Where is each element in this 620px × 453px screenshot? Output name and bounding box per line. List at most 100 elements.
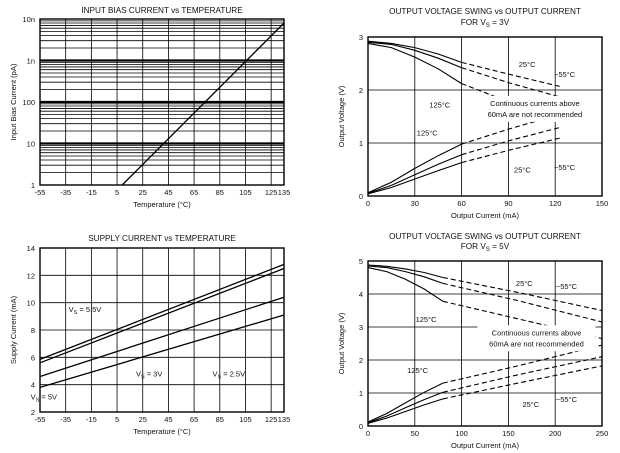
curve-label: 25°C bbox=[516, 279, 533, 288]
y-tick-label: 10n bbox=[22, 15, 35, 24]
curve-label-text: −55°C bbox=[556, 395, 578, 404]
curve-label-sub: S bbox=[74, 310, 78, 316]
x-tick-label: 65 bbox=[190, 415, 198, 424]
subtitle-tail: = 3V bbox=[490, 18, 510, 27]
curve-label-text: 125°C bbox=[429, 100, 451, 109]
x-axis-label: Temperature (°C) bbox=[133, 427, 191, 436]
series-line bbox=[39, 296, 285, 378]
curve-label: −55°C bbox=[556, 282, 578, 291]
series-line bbox=[39, 263, 285, 361]
x-tick-label: 60 bbox=[457, 199, 465, 208]
series-line-solid bbox=[367, 267, 444, 302]
curve-label-text: 125°C bbox=[407, 366, 429, 375]
y-axis-label: Output Voltage (V) bbox=[337, 312, 346, 374]
y-tick-label: 12 bbox=[27, 271, 35, 280]
annotation-text: 60mA are not recommended bbox=[489, 339, 584, 348]
x-tick-label: 100 bbox=[455, 429, 468, 438]
series-line-solid bbox=[367, 41, 462, 69]
curve-label-text: V bbox=[31, 393, 36, 402]
x-tick-label: 0 bbox=[366, 199, 370, 208]
curve-label: VS = 2.5V bbox=[212, 369, 245, 380]
y-tick-label: 5 bbox=[359, 257, 363, 266]
curve-label: 25°C bbox=[514, 166, 531, 175]
x-tick-label: 105 bbox=[239, 188, 252, 197]
x-tick-label: 65 bbox=[190, 188, 198, 197]
x-tick-label: -15 bbox=[86, 188, 97, 197]
curve-label-tail: = 2.5V bbox=[221, 369, 245, 378]
y-tick-label: 1n bbox=[27, 57, 35, 66]
x-tick-label: 85 bbox=[216, 188, 224, 197]
series-line-dashed bbox=[461, 113, 562, 145]
series-line-dashed bbox=[442, 365, 603, 400]
curve-label: −55°C bbox=[554, 163, 576, 172]
supply-current-chart: SUPPLY CURRENT vs TEMPERATURE -55 -35 -15 5 2… bbox=[9, 234, 290, 436]
series-line-dashed bbox=[461, 137, 562, 164]
x-tick-label: 50 bbox=[411, 429, 419, 438]
curve-label: −55°C bbox=[554, 70, 576, 79]
x-tick-label: -35 bbox=[60, 188, 71, 197]
y-tick-label: 2 bbox=[359, 86, 363, 95]
curve-label: 125°C bbox=[429, 100, 451, 109]
x-tick-label: 150 bbox=[596, 199, 609, 208]
series-line-solid bbox=[367, 42, 462, 85]
x-tick-label: -55 bbox=[35, 415, 46, 424]
curve-label: VS = 5.5V bbox=[69, 305, 102, 316]
y-tick-label: 0 bbox=[359, 422, 363, 431]
annotation-text: Continuous currents above bbox=[490, 99, 580, 108]
curve-label: 125°C bbox=[417, 129, 439, 138]
plot-frame bbox=[367, 36, 603, 197]
series-line-solid bbox=[367, 264, 444, 279]
series-line-solid bbox=[367, 154, 462, 194]
x-tick-label: 25 bbox=[139, 188, 147, 197]
curve-label-text: V bbox=[69, 305, 74, 314]
curve-label-sub: S bbox=[217, 374, 221, 380]
curve-label-sub: S bbox=[141, 374, 145, 380]
chart-title: INPUT BIAS CURRENT vs TEMPERATURE bbox=[81, 6, 243, 15]
series-line-dashed bbox=[442, 356, 603, 393]
y-tick-label: 2 bbox=[31, 408, 35, 417]
y-axis-label: Input Bias Current (pA) bbox=[9, 63, 18, 140]
x-tick-label: 125 bbox=[265, 188, 278, 197]
swing-5v-chart: OUTPUT VOLTAGE SWING vs OUTPUT CURRENTFO… bbox=[337, 232, 608, 450]
x-tick-label: 5 bbox=[115, 188, 119, 197]
y-tick-label: 8 bbox=[31, 326, 35, 335]
curve-label: 25°C bbox=[522, 400, 539, 409]
y-tick-label: 10 bbox=[27, 140, 35, 149]
y-tick-label: 4 bbox=[31, 381, 35, 390]
subtitle-text: FOR V bbox=[461, 18, 487, 27]
y-tick-label: 1 bbox=[359, 139, 363, 148]
x-tick-label: 45 bbox=[164, 188, 172, 197]
x-axis-label: Output Current (mA) bbox=[451, 441, 519, 450]
series-line-dashed bbox=[442, 344, 603, 384]
x-tick-label: 90 bbox=[504, 199, 512, 208]
series-line-solid bbox=[367, 382, 444, 423]
y-tick-label: 10 bbox=[27, 299, 35, 308]
annotation-text: 60mA are not recommended bbox=[488, 110, 583, 119]
series-line-solid bbox=[367, 398, 444, 424]
x-tick-label: -55 bbox=[35, 188, 46, 197]
annotation-text: Continuous currents above bbox=[492, 328, 582, 337]
y-axis-label: Output Voltage (V) bbox=[337, 85, 346, 147]
curve-label-tail: = 5V bbox=[39, 393, 57, 402]
y-tick-label: 14 bbox=[27, 244, 35, 253]
series-line-dashed bbox=[461, 126, 562, 156]
x-tick-label: 30 bbox=[411, 199, 419, 208]
curve-label-tail: = 5.5V bbox=[77, 305, 101, 314]
annotation-bg bbox=[477, 325, 596, 352]
y-tick-label: 1 bbox=[359, 389, 363, 398]
chart-title: SUPPLY CURRENT vs TEMPERATURE bbox=[88, 234, 236, 243]
curve-label-text: −55°C bbox=[554, 163, 576, 172]
y-tick-label: 100 bbox=[22, 98, 35, 107]
x-tick-label: 125 bbox=[265, 415, 278, 424]
plot-frame bbox=[39, 18, 285, 186]
curve-label: 25°C bbox=[519, 60, 536, 69]
curve-label-sub: S bbox=[36, 398, 40, 404]
x-tick-label: -35 bbox=[60, 415, 71, 424]
series-line-dashed bbox=[442, 276, 603, 312]
series-line-solid bbox=[367, 391, 444, 424]
subtitle-text: FOR V bbox=[461, 242, 487, 251]
chart-subtitle: FOR VS = 3V bbox=[461, 18, 510, 29]
annotation-bg bbox=[475, 95, 594, 122]
curve-label-text: −55°C bbox=[554, 70, 576, 79]
y-tick-label: 6 bbox=[31, 353, 35, 362]
